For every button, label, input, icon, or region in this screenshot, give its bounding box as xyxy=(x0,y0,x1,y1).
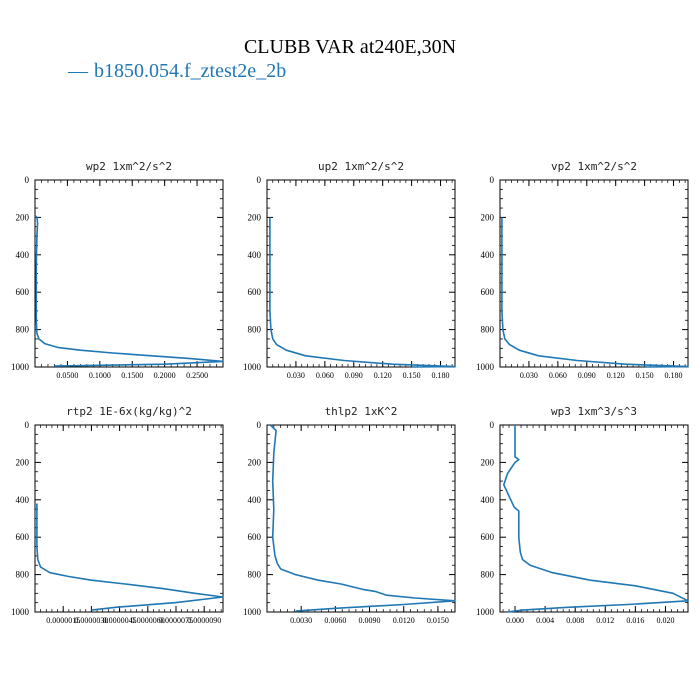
y-tick-label: 0 xyxy=(257,420,262,430)
x-tick-label: 0.008 xyxy=(566,616,584,625)
y-tick-label: 600 xyxy=(481,532,495,542)
y-tick-label: 200 xyxy=(16,457,30,467)
x-tick-label: 0.0000045 xyxy=(103,616,137,625)
y-tick-label: 600 xyxy=(16,532,30,542)
y-tick-label: 200 xyxy=(481,212,495,222)
x-tick-label: 0.120 xyxy=(374,371,392,380)
panel-title: rtp2 1E-6x(kg/kg)^2 xyxy=(66,405,192,418)
y-tick-label: 0 xyxy=(25,420,30,430)
x-tick-label: 0.016 xyxy=(626,616,644,625)
y-tick-label: 200 xyxy=(248,212,262,222)
y-tick-label: 600 xyxy=(248,287,262,297)
figure-title: CLUBB VAR at240E,30N xyxy=(243,36,457,58)
x-tick-label: 0.012 xyxy=(596,616,614,625)
x-tick-label: 0.1500 xyxy=(121,371,143,380)
y-tick-label: 800 xyxy=(481,325,495,335)
x-tick-label: 0.0030 xyxy=(290,616,312,625)
x-tick-label: 0.090 xyxy=(578,371,596,380)
y-tick-label: 1000 xyxy=(243,362,262,372)
panel-title: wp3 1xm^3/s^3 xyxy=(551,405,637,418)
x-tick-label: 0.060 xyxy=(316,371,334,380)
x-tick-label: 0.020 xyxy=(656,616,674,625)
x-tick-label: 0.0120 xyxy=(393,616,415,625)
series-line xyxy=(36,503,224,611)
y-tick-label: 600 xyxy=(248,532,262,542)
y-tick-label: 1000 xyxy=(11,607,30,617)
chart-panel-6: wp3 1xm^3/s^3 0 200 400 600 800 1000 0.000 0.004… xyxy=(476,405,689,625)
x-tick-label: 0.0000075 xyxy=(159,616,193,625)
y-tick-label: 600 xyxy=(16,287,30,297)
panel-title: thlp2 1xK^2 xyxy=(325,405,398,418)
plot-frame xyxy=(34,179,224,368)
y-tick-label: 800 xyxy=(248,570,262,580)
y-tick-label: 400 xyxy=(248,250,262,260)
y-tick-label: 600 xyxy=(481,287,495,297)
legend-line-icon: — xyxy=(68,60,88,82)
x-tick-label: 0.0150 xyxy=(427,616,449,625)
y-tick-label: 400 xyxy=(481,495,495,505)
y-tick-label: 1000 xyxy=(243,607,262,617)
series-line xyxy=(501,217,689,368)
x-tick-label: 0.0000030 xyxy=(74,616,108,625)
chart-panel-5: thlp2 1xK^2 0 200 400 600 800 1000 0.0030 0.0060… xyxy=(243,405,456,625)
y-tick-label: 1000 xyxy=(476,362,495,372)
x-tick-label: 0.090 xyxy=(345,371,363,380)
y-tick-label: 800 xyxy=(248,325,262,335)
x-tick-label: 0.180 xyxy=(665,371,683,380)
chart-panel-2: up2 1xm^2/s^2 0 200 400 600 800 1000 0.030 0.060… xyxy=(243,160,456,380)
x-tick-label: 0.0060 xyxy=(324,616,346,625)
plot-frame xyxy=(499,179,689,368)
series-line xyxy=(269,424,456,612)
x-tick-label: 0.030 xyxy=(287,371,305,380)
x-tick-label: 0.120 xyxy=(607,371,625,380)
y-tick-label: 0 xyxy=(490,420,495,430)
x-tick-label: 0.150 xyxy=(636,371,654,380)
series-line xyxy=(34,214,224,367)
x-tick-label: 0.0500 xyxy=(56,371,78,380)
x-tick-label: 0.000 xyxy=(506,616,524,625)
x-tick-label: 0.0000090 xyxy=(187,616,221,625)
y-tick-label: 200 xyxy=(248,457,262,467)
legend-label: b1850.054.f_ztest2e_2b xyxy=(94,60,287,82)
legend: — b1850.054.f_ztest2e_2b xyxy=(68,60,286,83)
y-tick-label: 0 xyxy=(25,175,30,185)
x-tick-label: 0.030 xyxy=(520,371,538,380)
plot-frame xyxy=(266,424,456,613)
x-tick-label: 0.180 xyxy=(432,371,450,380)
y-tick-label: 0 xyxy=(257,175,262,185)
x-tick-label: 0.2500 xyxy=(186,371,208,380)
series-line xyxy=(502,425,689,613)
y-tick-label: 400 xyxy=(481,250,495,260)
chart-panel-3: vp2 1xm^2/s^2 0 200 400 600 800 1000 0.030 0.060… xyxy=(476,160,689,380)
y-tick-label: 800 xyxy=(16,570,30,580)
y-tick-label: 200 xyxy=(481,457,495,467)
panel-title: up2 1xm^2/s^2 xyxy=(318,160,404,173)
series-line xyxy=(269,217,456,368)
chart-panel-4: rtp2 1E-6x(kg/kg)^2 0 200 400 600 800 1000 0.00… xyxy=(11,405,224,625)
plot-frame xyxy=(499,424,689,613)
y-tick-label: 1000 xyxy=(476,607,495,617)
y-tick-label: 800 xyxy=(16,325,30,335)
y-tick-label: 400 xyxy=(248,495,262,505)
chart-panel-1: wp2 1xm^2/s^2 0 200 400 600 800 1000 0.0500 0.10… xyxy=(11,160,224,380)
y-tick-label: 200 xyxy=(16,212,30,222)
y-tick-label: 0 xyxy=(490,175,495,185)
y-tick-label: 1000 xyxy=(11,362,30,372)
x-tick-label: 0.2000 xyxy=(154,371,176,380)
panel-title: wp2 1xm^2/s^2 xyxy=(86,160,172,173)
x-tick-label: 0.0000060 xyxy=(131,616,165,625)
y-tick-label: 800 xyxy=(481,570,495,580)
y-tick-label: 400 xyxy=(16,250,30,260)
x-tick-label: 0.150 xyxy=(403,371,421,380)
y-tick-label: 400 xyxy=(16,495,30,505)
plot-frame xyxy=(266,179,456,368)
x-tick-label: 0.0000015 xyxy=(46,616,80,625)
x-tick-label: 0.060 xyxy=(549,371,567,380)
panel-title: vp2 1xm^2/s^2 xyxy=(551,160,637,173)
x-tick-label: 0.004 xyxy=(536,616,554,625)
x-tick-label: 0.0090 xyxy=(359,616,381,625)
x-tick-label: 0.1000 xyxy=(89,371,111,380)
